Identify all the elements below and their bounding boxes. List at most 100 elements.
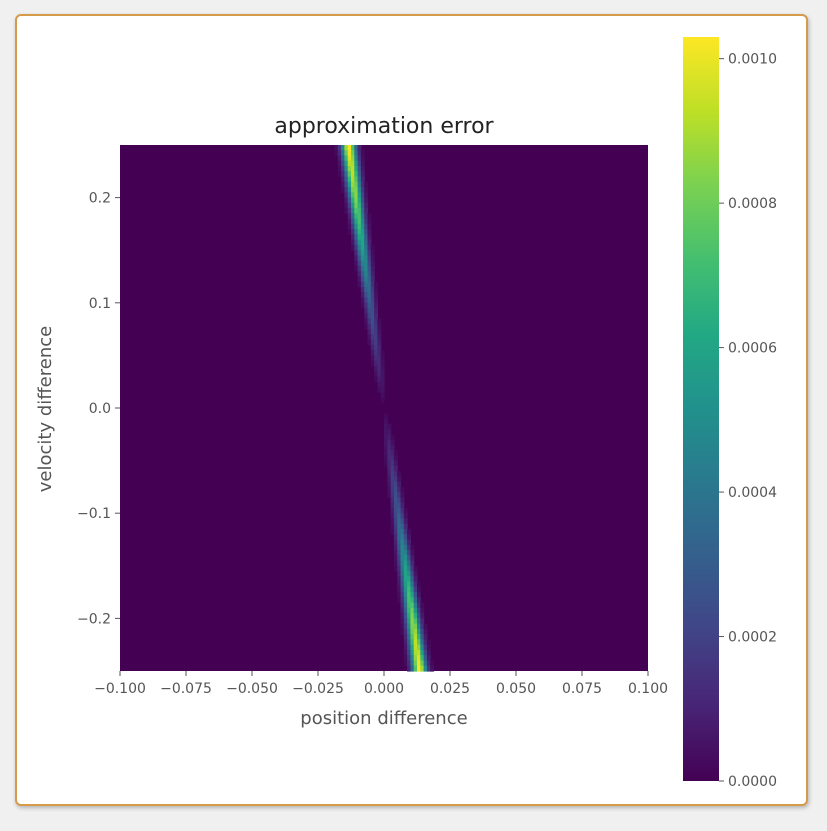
heatmap-cell [357,187,362,193]
heatmap-cell [423,665,428,672]
heatmap-cell [364,208,369,214]
heatmap-cell [367,218,372,225]
heatmap-cell [384,434,388,441]
heatmap-cell [407,586,411,593]
heatmap-cell [403,639,408,646]
heatmap-cell [347,155,352,162]
heatmap-cell [357,223,362,230]
heatmap-cell [360,265,365,272]
heatmap-cell [354,229,359,236]
heatmap-cell [354,239,359,246]
heatmap-cell [407,623,411,630]
heatmap-cell [360,166,365,172]
heatmap-cell [354,150,359,157]
heatmap-cell [403,618,408,625]
heatmap-cell [393,560,398,567]
heatmap-cell [370,276,375,283]
heatmap-cell [403,628,408,635]
heatmap-cell [387,481,392,488]
heatmap-cell [397,565,402,572]
heatmap-cell [420,618,425,625]
heatmap-cell [420,613,425,619]
heatmap-cell [351,145,355,151]
heatmap-cell [390,444,395,451]
heatmap-cell [417,602,421,609]
heatmap-cell [354,166,359,172]
heatmap-cell [426,644,431,651]
heatmap-cell [351,244,355,251]
heatmap-cell [377,371,382,378]
heatmap-cell [354,160,359,167]
heatmap-cell [407,560,411,567]
heatmap-cell [364,265,369,272]
heatmap-cell [360,287,365,293]
heatmap-cell [397,544,402,551]
heatmap-cell [413,576,418,583]
heatmap-cell [354,202,359,209]
heatmap-cell [410,571,415,577]
heatmap-cell [347,166,352,172]
heatmap-cell [351,160,355,167]
heatmap-cell [400,581,405,588]
colorbar-tick-label: 0.0000 [728,774,777,790]
heatmap-cell [351,213,355,220]
heatmap-cell [344,187,349,193]
heatmap-cell [351,176,355,183]
heatmap-cell [400,518,405,525]
heatmap-cell [400,513,405,520]
heatmap-cell [351,155,355,162]
heatmap-cell [364,276,369,283]
heatmap-cell [393,497,398,504]
heatmap-cell [377,323,382,330]
heatmap-cell [420,639,425,646]
heatmap-cell [384,413,388,420]
heatmap-cell [410,634,415,641]
heatmap-cell [344,197,349,204]
heatmap-cell [377,365,382,372]
heatmap-cell [360,208,365,214]
heatmap-cell [403,623,408,630]
chart-title: approximation error [274,114,494,139]
heatmap-cell [360,202,365,209]
heatmap-cell [413,634,418,641]
heatmap-cell [341,160,345,167]
heatmap-cell [354,171,359,178]
heatmap-cell [400,623,405,630]
heatmap-cell [423,655,428,662]
heatmap-cell [410,602,415,609]
heatmap-cell [344,181,349,188]
heatmap-cell [407,649,411,656]
heatmap-cell [367,334,372,341]
heatmap-cell [413,592,418,598]
heatmap-cell [357,145,362,151]
heatmap-cell [377,386,382,393]
heatmap-cell [400,613,405,619]
heatmap-cell [374,297,378,304]
heatmap-cell [393,534,398,541]
heatmap-cell [426,639,431,646]
heatmap-cell [337,155,342,162]
heatmap-cell [357,176,362,183]
heatmap-cell [407,639,411,646]
heatmap-cell [370,350,375,356]
heatmap-cell [341,145,345,151]
heatmap-cell [403,518,408,525]
heatmap-cell [420,655,425,662]
heatmap-cell [344,166,349,172]
heatmap-cell [413,649,418,656]
heatmap-cell [403,544,408,551]
heatmap-cell [370,313,375,320]
heatmap-cell [407,571,411,577]
heatmap-cell [397,576,402,583]
heatmap-cell [374,292,378,299]
heatmap-cell [417,634,421,641]
heatmap-cell [367,292,372,299]
heatmap-cell [374,318,378,325]
heatmap-cell [400,628,405,635]
heatmap-cell [397,592,402,598]
heatmap-cell [344,155,349,162]
heatmap-cell [387,434,392,441]
heatmap-cell [367,234,372,241]
heatmap-cell [397,534,402,541]
heatmap-cell [357,197,362,204]
